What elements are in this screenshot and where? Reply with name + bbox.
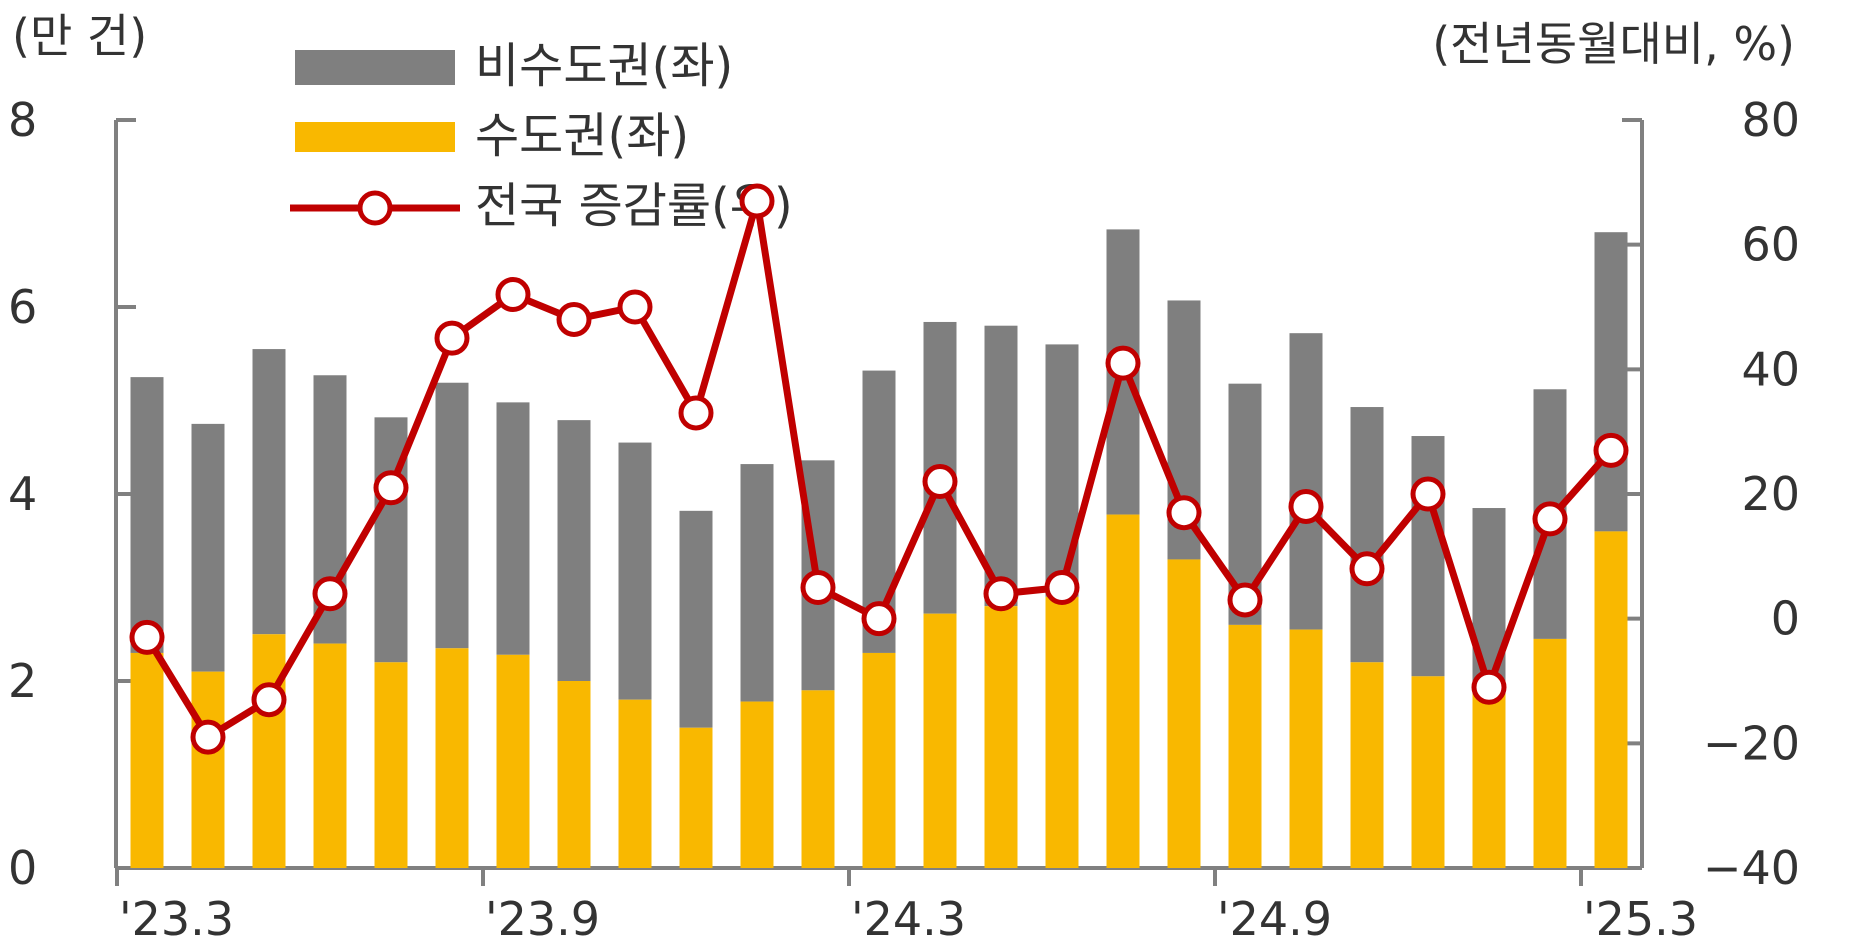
legend-swatch-capital bbox=[295, 122, 455, 152]
bar-capital bbox=[557, 681, 591, 868]
bar-non-capital bbox=[435, 382, 469, 649]
right-axis-tick-label: 60 bbox=[1741, 218, 1800, 272]
bar-capital bbox=[1594, 531, 1628, 868]
bar-capital bbox=[1411, 676, 1445, 868]
bar-non-capital bbox=[191, 423, 225, 672]
legend: 비수도권(좌) 수도권(좌) 전국 증감률(우) bbox=[290, 38, 793, 234]
growth-line-point bbox=[373, 470, 409, 506]
right-axis-tick-label: −40 bbox=[1703, 841, 1800, 895]
x-axis-tick-label: '24.3 bbox=[851, 892, 966, 946]
bar-capital bbox=[374, 662, 408, 868]
growth-line-point bbox=[1288, 488, 1324, 524]
growth-line bbox=[129, 183, 1629, 755]
bar-non-capital bbox=[130, 377, 164, 653]
growth-line-point bbox=[190, 719, 226, 755]
bar-capital bbox=[496, 654, 530, 868]
bar-capital bbox=[740, 701, 774, 868]
right-axis-tick-label: −20 bbox=[1703, 716, 1800, 770]
bar-capital bbox=[1045, 596, 1079, 868]
right-axis-tick-label: 20 bbox=[1741, 467, 1800, 521]
bar-capital bbox=[1472, 690, 1506, 868]
right-axis-tick-label: 40 bbox=[1741, 342, 1800, 396]
bars bbox=[130, 229, 1628, 868]
growth-line-point bbox=[678, 395, 714, 431]
growth-line-point bbox=[861, 601, 897, 637]
bar-non-capital bbox=[496, 402, 530, 655]
bar-capital bbox=[313, 643, 347, 868]
bar-capital bbox=[1106, 514, 1140, 868]
bar-non-capital bbox=[1350, 407, 1384, 663]
x-axis-tick-label: '23.3 bbox=[119, 892, 234, 946]
bar-capital bbox=[801, 690, 835, 868]
bar-capital bbox=[862, 652, 896, 868]
x-axis-tick-label: '25.3 bbox=[1583, 892, 1698, 946]
left-axis-tick-label: 4 bbox=[8, 467, 37, 521]
right-axis-tick-label: 0 bbox=[1771, 592, 1800, 646]
growth-line-point bbox=[800, 570, 836, 605]
legend-marker-national-growth bbox=[357, 190, 393, 226]
growth-line-point bbox=[1044, 570, 1080, 605]
growth-line-point bbox=[495, 277, 531, 313]
bar-capital bbox=[1350, 662, 1384, 868]
bar-capital bbox=[618, 699, 652, 868]
growth-line-point bbox=[739, 183, 775, 219]
bar-non-capital bbox=[252, 349, 286, 635]
bar-capital bbox=[1167, 559, 1201, 868]
bar-capital bbox=[1533, 638, 1567, 868]
left-axis-tick-label: 6 bbox=[8, 280, 37, 334]
bar-capital bbox=[679, 727, 713, 868]
bar-non-capital bbox=[1411, 436, 1445, 677]
legend-label-capital: 수도권(좌) bbox=[475, 108, 689, 164]
growth-line-point bbox=[129, 619, 165, 655]
bar-capital bbox=[1289, 629, 1323, 868]
growth-line-point bbox=[1166, 495, 1202, 531]
growth-line-point bbox=[1471, 669, 1507, 705]
x-axis-tick-label: '24.9 bbox=[1217, 892, 1332, 946]
bar-capital bbox=[252, 634, 286, 868]
growth-line-point bbox=[312, 576, 348, 612]
bar-non-capital bbox=[557, 420, 591, 681]
legend-label-national-growth: 전국 증감률(우) bbox=[475, 178, 793, 234]
growth-line-point bbox=[1410, 476, 1446, 512]
growth-line-point bbox=[1105, 345, 1141, 381]
growth-line-point bbox=[983, 576, 1019, 612]
left-axis-tick-label: 0 bbox=[8, 841, 37, 895]
growth-line-point bbox=[617, 289, 653, 325]
bar-non-capital bbox=[740, 464, 774, 702]
bar-non-capital bbox=[1045, 344, 1079, 597]
growth-line-point bbox=[434, 320, 470, 356]
left-axis-tick-label: 2 bbox=[8, 654, 37, 708]
legend-swatch-non-capital bbox=[295, 50, 455, 85]
right-axis-unit-label: (전년동월대비, %) bbox=[1432, 17, 1795, 71]
left-axis-tick-label: 8 bbox=[8, 93, 37, 147]
bar-capital bbox=[130, 652, 164, 868]
growth-line-point bbox=[1532, 501, 1568, 537]
right-axis-tick-label: 80 bbox=[1741, 93, 1800, 147]
bar-non-capital bbox=[1289, 333, 1323, 630]
x-axis-tick-label: '23.9 bbox=[485, 892, 600, 946]
growth-line-point bbox=[1593, 432, 1629, 468]
bar-capital bbox=[435, 648, 469, 868]
growth-line-point bbox=[922, 464, 958, 500]
bar-non-capital bbox=[984, 325, 1018, 607]
growth-line-point bbox=[556, 301, 592, 337]
growth-line-point bbox=[1349, 551, 1385, 587]
bar-capital bbox=[1228, 624, 1262, 868]
bar-non-capital bbox=[1594, 232, 1628, 532]
bar-capital bbox=[923, 613, 957, 868]
bar-capital bbox=[984, 606, 1018, 868]
growth-line-point bbox=[251, 682, 287, 718]
bar-non-capital bbox=[618, 442, 652, 700]
bar-capital bbox=[191, 671, 225, 868]
left-axis-unit-label: (만 건) bbox=[12, 9, 147, 63]
bar-non-capital bbox=[679, 510, 713, 728]
legend-label-non-capital: 비수도권(좌) bbox=[475, 38, 733, 94]
tick-labels: 0 2 4 6 8 −40 −20 0 20 40 60 80 '23.3 '23.9 '24.3 '24.9… bbox=[8, 93, 1800, 946]
growth-line-point bbox=[1227, 582, 1263, 618]
